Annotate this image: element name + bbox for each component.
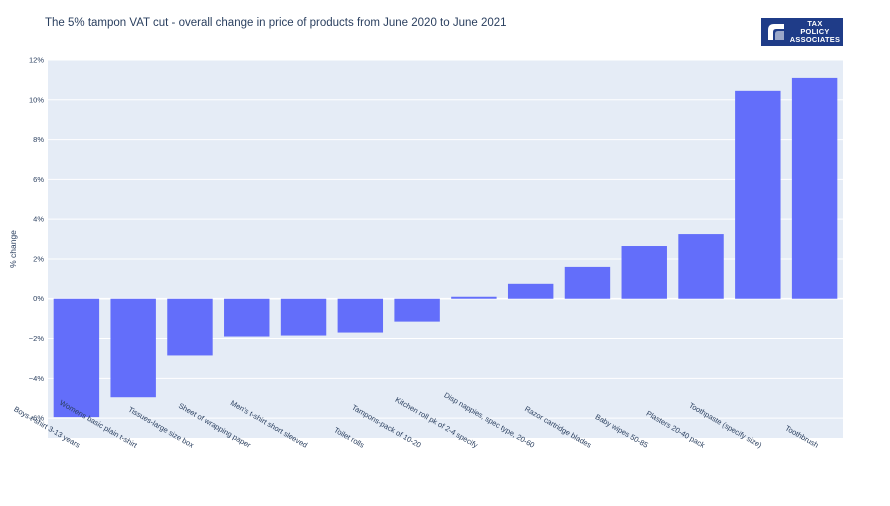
y-tick-label: 4%	[33, 215, 44, 224]
y-tick-label: −2%	[29, 334, 45, 343]
bar	[564, 266, 611, 299]
y-tick-label: 6%	[33, 175, 44, 184]
chart-title: The 5% tampon VAT cut - overall change i…	[45, 17, 507, 29]
bar	[167, 298, 213, 356]
bar	[53, 298, 100, 418]
y-tick-label: −4%	[29, 374, 45, 383]
bar	[678, 234, 724, 299]
bar	[224, 298, 270, 337]
bar	[451, 296, 497, 299]
bar	[110, 298, 156, 398]
logo-line-1: TAX	[807, 19, 823, 28]
y-tick-label: 10%	[29, 95, 44, 104]
bar	[791, 77, 838, 299]
bar	[394, 298, 440, 322]
bar	[621, 246, 667, 299]
bar	[507, 283, 554, 299]
y-tick-label: −6%	[29, 414, 45, 423]
logo-line-2: POLICY	[800, 27, 830, 37]
y-axis-ticks: −6% −4% −2% 0% 2% 4% 6% 8% 10% 12%	[29, 56, 45, 423]
y-tick-label: 0%	[33, 294, 44, 303]
bars	[53, 77, 838, 418]
bar	[337, 298, 384, 333]
y-tick-label: 2%	[33, 254, 44, 263]
tax-policy-associates-logo: TAX POLICY ASSOCIATES	[761, 18, 843, 46]
y-axis-label: % change	[8, 230, 18, 268]
logo-line-3: ASSOCIATES	[789, 35, 841, 45]
bar	[280, 298, 327, 336]
logo-mark-icon	[768, 24, 784, 40]
y-tick-label: 8%	[33, 135, 44, 144]
bar	[735, 90, 781, 299]
y-tick-label: 12%	[29, 56, 44, 65]
